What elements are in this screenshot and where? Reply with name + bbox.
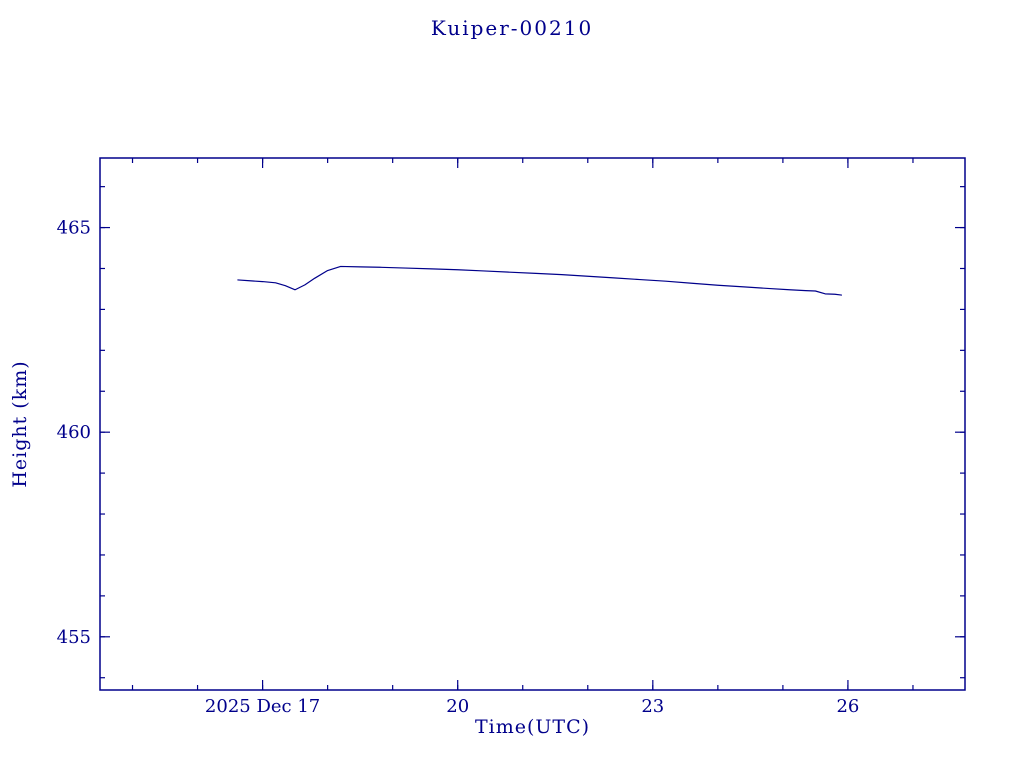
chart-title: Kuiper-00210 xyxy=(430,16,594,40)
y-tick-label: 460 xyxy=(57,422,91,443)
plot-frame xyxy=(99,157,966,691)
x-tick-label: 26 xyxy=(836,696,859,717)
y-tick-label: 465 xyxy=(57,218,91,239)
x-tick-label: 23 xyxy=(641,696,664,717)
y-tick-label: 455 xyxy=(57,627,91,648)
data-line xyxy=(237,265,843,296)
x-tick-label: 2025 Dec 17 xyxy=(205,696,320,717)
x-axis-label: Time(UTC) xyxy=(474,716,591,738)
x-tick-label: 20 xyxy=(446,696,469,717)
